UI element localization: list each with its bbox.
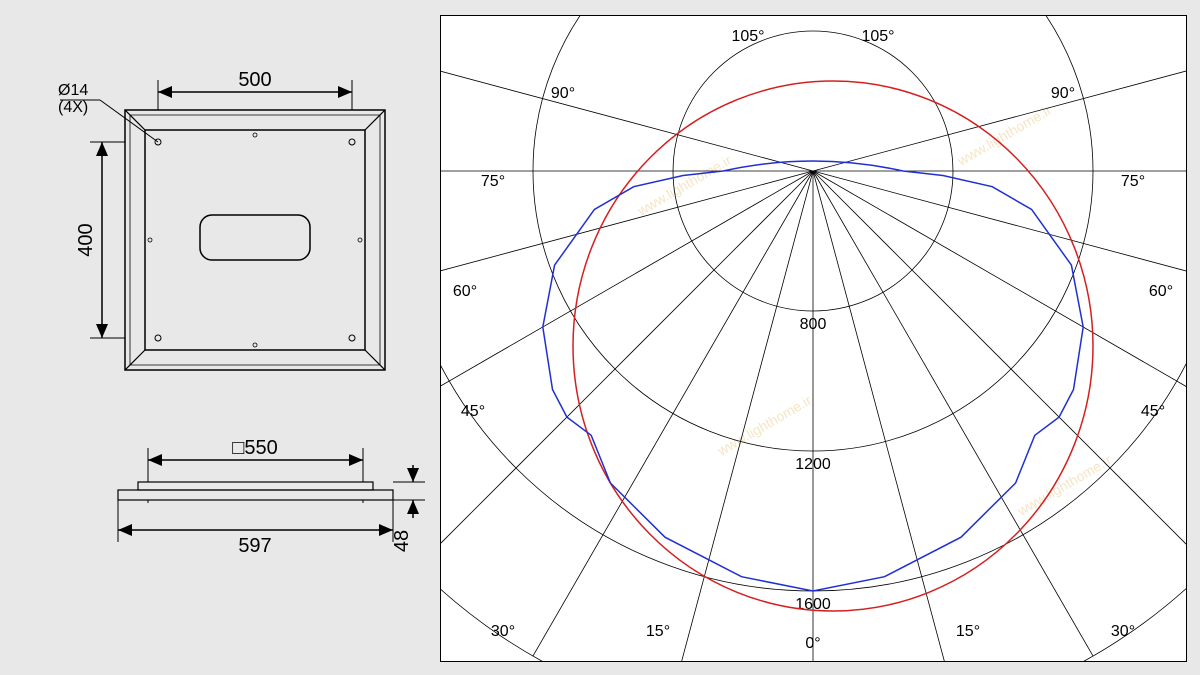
polar-spoke: [441, 171, 813, 316]
angle-label: 30°: [491, 623, 515, 640]
dim-550-label: □550: [232, 437, 277, 459]
dim-400-label: 400: [75, 223, 97, 256]
polar-ring: [441, 16, 1186, 661]
angle-label: 30°: [1111, 623, 1135, 640]
angle-label: 15°: [646, 623, 670, 640]
side-view: [118, 482, 393, 503]
angle-label: 75°: [481, 173, 505, 190]
angle-label: 45°: [1141, 403, 1165, 420]
angle-label: 15°: [956, 623, 980, 640]
tech-drawing-svg: 500 400 Ø14 (4X): [30, 60, 430, 620]
polar-diagram: www.lighthome.ir www.lighthome.ir www.ligh…: [440, 15, 1187, 662]
dim-400: 400: [75, 142, 125, 338]
dim-500: 500: [158, 69, 352, 110]
polar-spoke: [813, 171, 1186, 567]
watermark: www.lighthome.ir: [714, 392, 815, 459]
dim-48: 48: [391, 465, 425, 552]
watermark: www.lighthome.ir: [954, 102, 1055, 169]
polar-ring: [441, 16, 1186, 591]
angle-label: 45°: [461, 403, 485, 420]
dim-550: □550: [148, 437, 363, 482]
diam-label: Ø14: [58, 82, 88, 99]
dim-48-label: 48: [391, 530, 413, 552]
dim-500-label: 500: [238, 69, 271, 91]
polar-svg: www.lighthome.ir www.lighthome.ir www.ligh…: [441, 16, 1186, 661]
watermark: www.lighthome.ir: [634, 152, 735, 219]
dim-597-label: 597: [238, 535, 271, 557]
technical-drawing: 500 400 Ø14 (4X): [30, 60, 430, 620]
polar-spoke: [813, 171, 1186, 316]
polar-spoke: [813, 171, 1186, 451]
ring-label-1200: 1200: [795, 456, 831, 473]
dim-597: 597: [118, 500, 393, 557]
angle-label-0: 0°: [805, 635, 820, 652]
diam-annotation: Ø14 (4X): [58, 82, 158, 142]
top-view: [125, 110, 385, 370]
polar-spoke: [813, 26, 1186, 171]
ring-label-800: 800: [800, 316, 827, 333]
polar-spoke: [441, 171, 813, 451]
angle-label: 60°: [1149, 283, 1173, 300]
angle-label: 90°: [551, 85, 575, 102]
polar-spoke: [441, 26, 813, 171]
angle-label: 75°: [1121, 173, 1145, 190]
diam-count: (4X): [58, 99, 88, 116]
angle-label: 105°: [731, 28, 764, 45]
angle-label: 60°: [453, 283, 477, 300]
watermark: www.lighthome.ir: [1014, 452, 1115, 519]
red-curve: [573, 81, 1093, 611]
angle-label: 90°: [1051, 85, 1075, 102]
angle-label: 105°: [861, 28, 894, 45]
polar-spoke: [813, 171, 958, 661]
